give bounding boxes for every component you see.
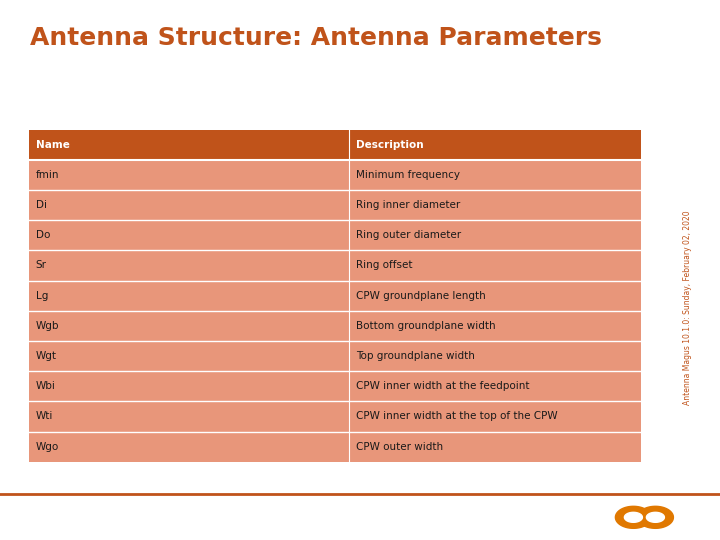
Text: Bottom groundplane width: Bottom groundplane width [356,321,496,331]
FancyBboxPatch shape [29,190,641,220]
FancyBboxPatch shape [29,130,641,160]
Text: Sr: Sr [36,260,47,271]
Text: Ring inner diameter: Ring inner diameter [356,200,461,210]
FancyBboxPatch shape [29,401,641,431]
Text: Di: Di [36,200,47,210]
Text: Wgb: Wgb [36,321,59,331]
FancyBboxPatch shape [29,341,641,371]
Text: Minimum frequency: Minimum frequency [356,170,460,180]
Text: Wbi: Wbi [36,381,55,391]
Text: Wgt: Wgt [36,351,57,361]
Polygon shape [647,512,665,522]
FancyBboxPatch shape [29,281,641,310]
Text: CPW groundplane length: CPW groundplane length [356,291,486,301]
FancyBboxPatch shape [29,220,641,251]
Text: CPW inner width at the feedpoint: CPW inner width at the feedpoint [356,381,530,391]
Text: Wgo: Wgo [36,442,59,451]
Text: Description: Description [356,140,424,150]
Text: Antenna Magus 10.1.0: Sunday, February 02, 2020: Antenna Magus 10.1.0: Sunday, February 0… [683,211,692,405]
Text: fmin: fmin [36,170,59,180]
Text: Ring outer diameter: Ring outer diameter [356,230,462,240]
Text: CPW inner width at the top of the CPW: CPW inner width at the top of the CPW [356,411,558,421]
Text: CPW outer width: CPW outer width [356,442,444,451]
FancyBboxPatch shape [29,251,641,281]
Text: Antenna Structure: Antenna Parameters: Antenna Structure: Antenna Parameters [30,26,602,50]
FancyBboxPatch shape [29,371,641,401]
Polygon shape [637,507,673,528]
Polygon shape [624,512,642,522]
Text: Lg: Lg [36,291,48,301]
Text: Ring offset: Ring offset [356,260,413,271]
Text: Name: Name [36,140,70,150]
Polygon shape [616,507,652,528]
Text: Do: Do [36,230,50,240]
Text: Wti: Wti [36,411,53,421]
Text: Top groundplane width: Top groundplane width [356,351,475,361]
FancyBboxPatch shape [29,431,641,462]
FancyBboxPatch shape [29,310,641,341]
FancyBboxPatch shape [29,160,641,190]
